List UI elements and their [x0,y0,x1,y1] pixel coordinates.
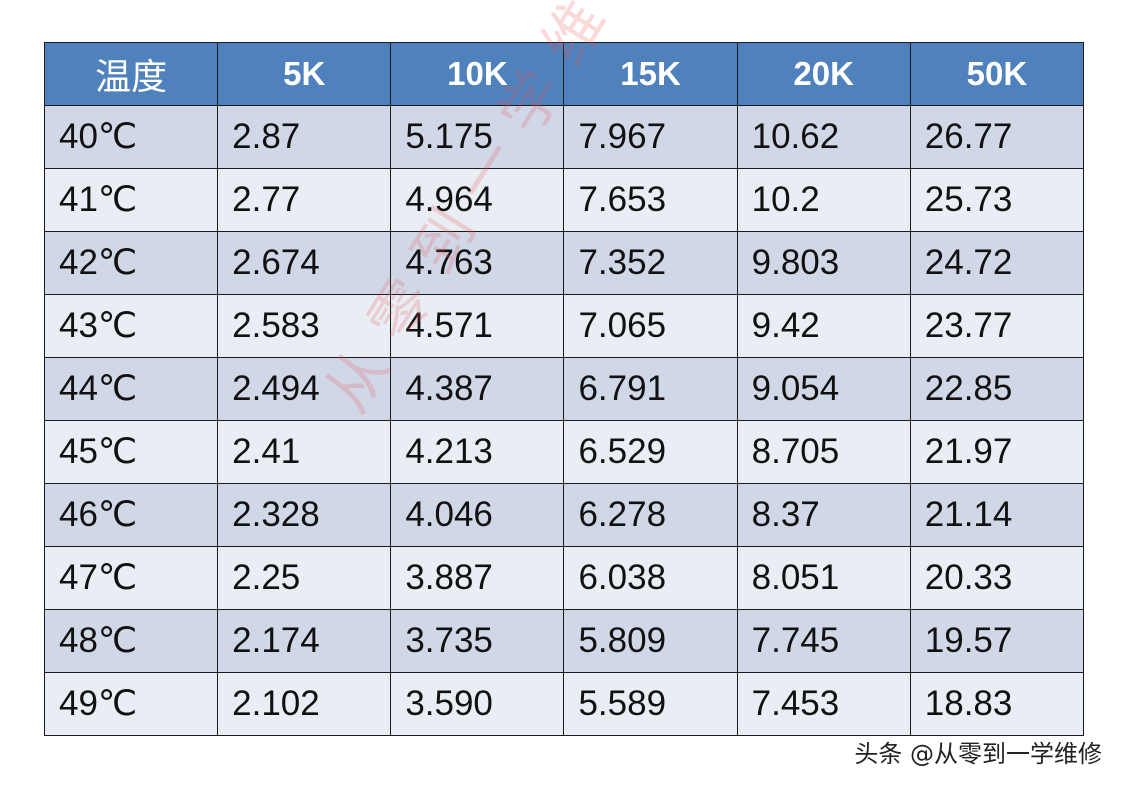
resistance-cell: 7.967 [563,105,738,169]
temperature-cell: 49℃ [43,672,219,736]
resistance-cell: 5.175 [390,105,565,169]
resistance-cell: 24.72 [909,231,1085,295]
column-header-50k: 50K [909,42,1085,106]
resistance-cell: 2.583 [217,294,392,358]
resistance-cell: 9.803 [736,231,911,295]
temperature-cell: 48℃ [43,609,219,673]
resistance-cell: 9.054 [736,357,911,421]
resistance-cell: 25.73 [909,168,1085,232]
temperature-cell: 46℃ [43,483,219,547]
resistance-cell: 7.352 [563,231,738,295]
resistance-cell: 4.964 [390,168,565,232]
resistance-cell: 18.83 [909,672,1085,736]
temperature-cell: 44℃ [43,357,219,421]
resistance-cell: 7.453 [736,672,911,736]
table-row: 45℃ 2.41 4.213 6.529 8.705 21.97 [43,420,1085,484]
resistance-cell: 7.065 [563,294,738,358]
ntc-resistance-table: 温度 5K 10K 15K 20K 50K 40℃ 2.87 5.175 7.967 10.62 2… [43,42,1085,736]
temperature-cell: 45℃ [43,420,219,484]
resistance-cell: 6.278 [563,483,738,547]
column-header-20k: 20K [736,42,911,106]
temperature-cell: 41℃ [43,168,219,232]
resistance-cell: 3.887 [390,546,565,610]
resistance-cell: 6.038 [563,546,738,610]
table-row: 47℃ 2.25 3.887 6.038 8.051 20.33 [43,546,1085,610]
resistance-cell: 2.494 [217,357,392,421]
resistance-cell: 10.2 [736,168,911,232]
resistance-cell: 2.77 [217,168,392,232]
resistance-cell: 3.735 [390,609,565,673]
temperature-cell: 40℃ [43,105,219,169]
table-row: 42℃ 2.674 4.763 7.352 9.803 24.72 [43,231,1085,295]
table-row: 41℃ 2.77 4.964 7.653 10.2 25.73 [43,168,1085,232]
temperature-cell: 43℃ [43,294,219,358]
header-row: 温度 5K 10K 15K 20K 50K [43,42,1085,106]
resistance-cell: 7.745 [736,609,911,673]
resistance-cell: 20.33 [909,546,1085,610]
resistance-cell: 19.57 [909,609,1085,673]
resistance-cell: 26.77 [909,105,1085,169]
resistance-cell: 10.62 [736,105,911,169]
resistance-cell: 9.42 [736,294,911,358]
resistance-cell: 4.046 [390,483,565,547]
temperature-cell: 42℃ [43,231,219,295]
column-header-5k: 5K [217,42,392,106]
resistance-cell: 21.97 [909,420,1085,484]
resistance-cell: 2.674 [217,231,392,295]
resistance-cell: 3.590 [390,672,565,736]
resistance-cell: 8.051 [736,546,911,610]
source-tag: 头条 @从零到一学维修 [854,740,1102,768]
resistance-cell: 5.809 [563,609,738,673]
resistance-cell: 23.77 [909,294,1085,358]
table-row: 49℃ 2.102 3.590 5.589 7.453 18.83 [43,672,1085,736]
resistance-cell: 6.791 [563,357,738,421]
table-row: 40℃ 2.87 5.175 7.967 10.62 26.77 [43,105,1085,169]
resistance-cell: 4.387 [390,357,565,421]
resistance-cell: 2.328 [217,483,392,547]
table-row: 48℃ 2.174 3.735 5.809 7.745 19.57 [43,609,1085,673]
resistance-cell: 6.529 [563,420,738,484]
resistance-cell: 22.85 [909,357,1085,421]
column-header-10k: 10K [390,42,565,106]
table-row: 46℃ 2.328 4.046 6.278 8.37 21.14 [43,483,1085,547]
column-header-15k: 15K [563,42,738,106]
resistance-cell: 2.87 [217,105,392,169]
table-row: 43℃ 2.583 4.571 7.065 9.42 23.77 [43,294,1085,358]
table-header: 温度 5K 10K 15K 20K 50K [43,42,1085,106]
temperature-cell: 47℃ [43,546,219,610]
column-header-temperature: 温度 [43,42,219,106]
resistance-cell: 2.41 [217,420,392,484]
resistance-cell: 2.102 [217,672,392,736]
resistance-cell: 2.25 [217,546,392,610]
resistance-cell: 4.763 [390,231,565,295]
resistance-cell: 8.705 [736,420,911,484]
resistance-cell: 4.571 [390,294,565,358]
resistance-cell: 8.37 [736,483,911,547]
resistance-cell: 5.589 [563,672,738,736]
table-row: 44℃ 2.494 4.387 6.791 9.054 22.85 [43,357,1085,421]
resistance-cell: 4.213 [390,420,565,484]
table-body: 40℃ 2.87 5.175 7.967 10.62 26.77 41℃ 2.77 4.964 7… [43,105,1085,736]
resistance-cell: 2.174 [217,609,392,673]
resistance-cell: 21.14 [909,483,1085,547]
resistance-cell: 7.653 [563,168,738,232]
